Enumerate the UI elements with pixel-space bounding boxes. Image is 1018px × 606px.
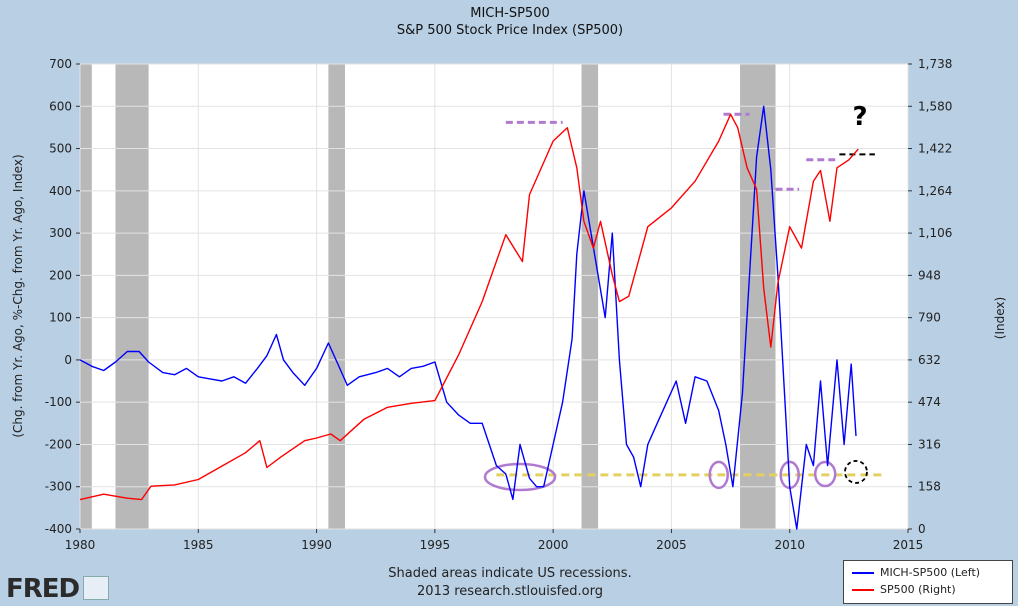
x-tick-label: 1980: [65, 538, 96, 552]
legend-item-sp500: SP500 (Right): [852, 582, 956, 598]
legend-label-mich: MICH-SP500 (Left): [880, 566, 981, 579]
series-line-sp500: [79, 113, 859, 501]
x-tick-label: 1995: [420, 538, 451, 552]
x-tick-label: 1985: [183, 538, 214, 552]
x-tick-label: 2015: [893, 538, 924, 552]
y-tick-left-label: 0: [64, 353, 72, 367]
chart-title: MICH-SP500: [470, 6, 550, 21]
trough-ellipse-1: [708, 460, 729, 490]
y-tick-left-label: -100: [45, 395, 72, 409]
recession-band-4: [740, 64, 776, 529]
footer-note-2: 2013 research.stlouisfed.org: [417, 584, 603, 599]
y-tick-left-label: 100: [49, 311, 72, 325]
y-tick-right-label: 1,264: [918, 184, 952, 198]
y-tick-right-label: 1,738: [918, 57, 952, 71]
recession-band-0: [80, 64, 92, 529]
y-tick-right-label: 0: [918, 522, 926, 536]
recession-band-2: [328, 64, 345, 529]
y-tick-left-label: 700: [49, 57, 72, 71]
projection-circle: [844, 460, 868, 484]
chart-subtitle: S&P 500 Stock Price Index (SP500): [397, 23, 623, 38]
legend-item-mich: MICH-SP500 (Left): [852, 565, 980, 581]
y-tick-right-label: 948: [918, 268, 941, 282]
fred-logo-text: FRED: [6, 574, 80, 604]
fred-logo-graph-icon: [83, 576, 110, 600]
y-tick-left-label: -300: [45, 480, 72, 494]
series-lines: [79, 105, 859, 530]
y-tick-left-label: -400: [45, 522, 72, 536]
recession-bands: [80, 64, 776, 529]
y-tick-right-label: 1,580: [918, 99, 952, 113]
y-tick-right-label: 632: [918, 353, 941, 367]
y-tick-left-label: 500: [49, 142, 72, 156]
legend: MICH-SP500 (Left) SP500 (Right): [843, 560, 1013, 604]
x-tick-label: 2000: [538, 538, 569, 552]
y-tick-right-label: 1,422: [918, 142, 952, 156]
footer-note-1: Shaded areas indicate US recessions.: [388, 566, 632, 581]
y-axis-right-label: (Index): [993, 297, 1007, 339]
legend-label-sp500: SP500 (Right): [880, 583, 956, 596]
y-tick-left-label: 400: [49, 184, 72, 198]
series-line-mich-sp500: [79, 105, 857, 530]
legend-swatch-mich: [852, 572, 874, 574]
y-tick-left-label: -200: [45, 437, 72, 451]
trough-ellipse-3: [813, 460, 837, 488]
y-tick-right-label: 474: [918, 395, 941, 409]
x-tick-label: 1990: [301, 538, 332, 552]
recession-band-3: [581, 64, 599, 529]
tick-labels: 700 600 500 400 300 200 100 0 -100 -200 -300 -400 1,…: [45, 57, 953, 552]
y-tick-left-label: 300: [49, 226, 72, 240]
y-tick-right-label: 158: [918, 480, 941, 494]
legend-swatch-sp500: [852, 589, 874, 591]
y-tick-right-label: 316: [918, 437, 941, 451]
recession-band-1: [115, 64, 149, 529]
trough-ellipse-0: [483, 462, 557, 492]
y-axis-left-label: (Chg. from Yr. Ago, %-Chg. from Yr. Ago,…: [11, 154, 25, 437]
y-tick-right-label: 790: [918, 311, 941, 325]
x-tick-label: 2005: [656, 538, 687, 552]
y-tick-left-label: 600: [49, 99, 72, 113]
question-mark: ?: [852, 102, 867, 132]
y-tick-left-label: 200: [49, 268, 72, 282]
fred-logo: FRED: [6, 574, 110, 604]
y-tick-right-label: 1,106: [918, 226, 952, 240]
x-tick-label: 2010: [774, 538, 805, 552]
